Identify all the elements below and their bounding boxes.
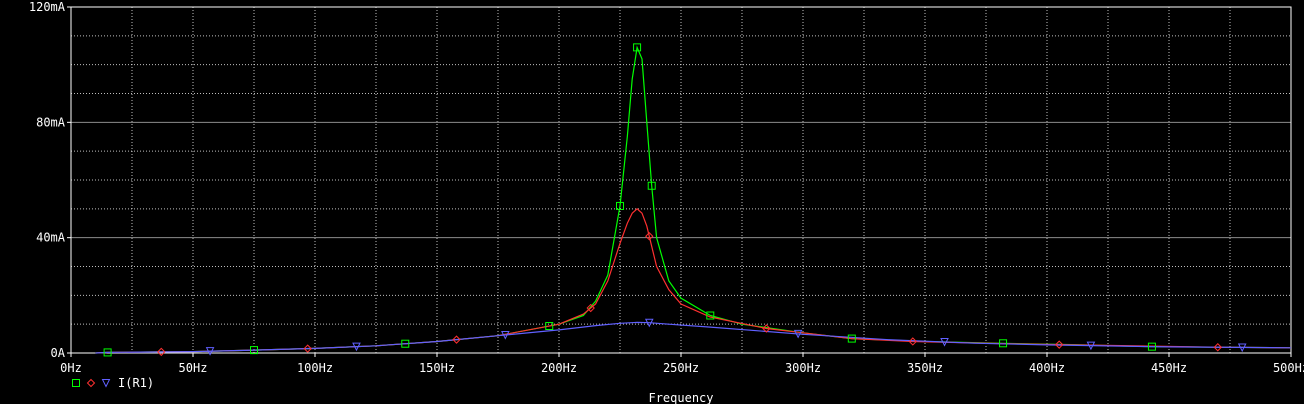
series-1-marker [616,201,624,210]
x-tick-label: 450Hz [1151,361,1187,375]
marker-layer [103,43,1247,357]
x-tick-label: 100Hz [297,361,333,375]
series-2-marker [303,344,312,353]
series-1-marker [545,322,554,331]
legend-label: I(R1) [118,376,154,390]
x-tick-label: 300Hz [785,361,821,375]
series-3-marker [205,347,215,356]
series-3-marker [352,342,361,352]
series-3-marker [1237,343,1247,353]
series-1-marker [999,339,1008,348]
y-tick-label: 40mA [36,231,66,245]
x-axis-title: Frequency [648,391,713,404]
x-tick-label: 400Hz [1029,361,1065,375]
series-3-marker [793,329,803,339]
x-tick-label: 200Hz [541,361,577,375]
legend-marker-2 [86,378,96,388]
x-tick-label: 250Hz [663,361,699,375]
x-tick-label: 0Hz [60,361,82,375]
series-1-marker [250,346,258,355]
series-3-marker [940,338,949,347]
series-3-marker [644,318,654,328]
series-2-marker [1213,343,1223,352]
series-3-marker [501,331,510,340]
series-2-marker [645,232,654,241]
series-layer [95,45,1292,354]
x-tick-label: 50Hz [179,361,208,375]
y-tick-label: 120mA [29,0,66,14]
legend: I(R1) [72,376,154,390]
y-tick-label: 0A [51,346,66,360]
x-tick-label: 500Hz [1273,361,1304,375]
grid [71,7,1291,353]
series-1-marker [706,311,715,320]
series-1-marker [401,339,410,348]
series-3-marker [1086,341,1096,351]
x-tick-label: 150Hz [419,361,455,375]
y-tick-label: 80mA [36,115,66,129]
series-1-marker [103,348,112,357]
series-1-marker [647,181,656,190]
series-1-marker [1147,342,1156,351]
series-2-marker [157,347,166,357]
legend-marker-1 [72,379,80,387]
series-2-marker [762,324,771,333]
legend-marker-3 [101,379,111,388]
series-2-marker [586,303,595,313]
series-2-marker [908,337,918,346]
series-1-marker [847,334,856,343]
series-line-3 [95,321,1292,354]
series-2-marker [452,335,461,344]
series-2-marker [1054,340,1064,349]
axis-ticks: 0Hz 50Hz 100Hz 150Hz 200Hz 250Hz 300Hz 350Hz 400… [29,0,1304,375]
series-1-marker [633,43,642,52]
x-tick-label: 350Hz [907,361,943,375]
